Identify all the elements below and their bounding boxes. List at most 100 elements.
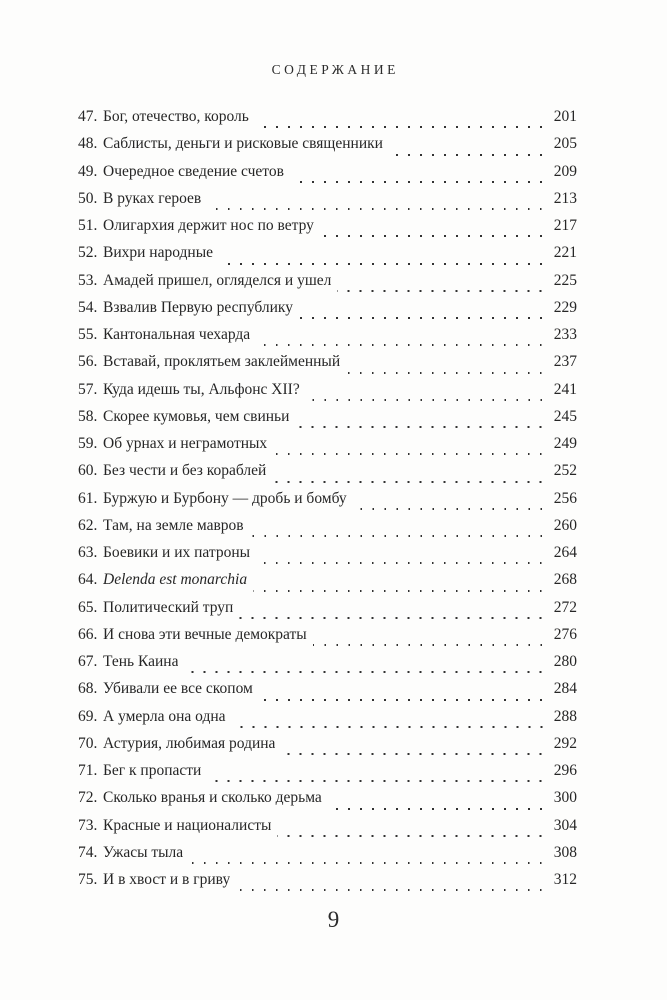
- toc-entry-page: 308: [553, 843, 577, 861]
- toc-entry-title: Взвалив Первую республику: [103, 298, 293, 316]
- toc-leader-dots: [352, 507, 543, 510]
- toc-leader-dots: [312, 644, 543, 646]
- toc-leader-dots: [236, 889, 543, 892]
- toc-entry-number: 55.: [78, 326, 98, 343]
- toc-entry-page: 300: [553, 789, 577, 807]
- toc-leader-dots: [346, 371, 543, 374]
- toc-row: 47. Бог, отечество, король 201: [78, 108, 577, 135]
- toc-row: 68. Убивали ее все скопом 284: [78, 680, 577, 707]
- toc-entry-title: И в хвост и в гриву: [103, 871, 231, 888]
- toc-row: 57. Куда идешь ты, Альфонс XII? 241: [78, 381, 577, 408]
- toc-entry-title: Амадей пришел, огляделся и ушел: [103, 271, 332, 289]
- toc-row: 61. Буржую и Бурбону — дробь и бомбу 256: [78, 490, 577, 517]
- toc-entry-page: 209: [553, 162, 577, 180]
- toc-entry-title: Вихри народные: [103, 244, 214, 262]
- toc-leader-dots: [277, 834, 543, 837]
- toc-entry-title: И снова эти вечные демократы: [103, 625, 307, 643]
- toc-leader-dots: [256, 344, 543, 347]
- toc-row: 66. И снова эти вечные демократы 276: [78, 626, 577, 653]
- toc-entry-number: 72.: [78, 789, 98, 807]
- toc-row: 54. Взвалив Первую республику 229: [78, 299, 577, 326]
- toc-header-title: СОДЕРЖАНИЕ: [271, 62, 399, 77]
- toc-row: 53. Амадей пришел, огляделся и ушел 225: [78, 272, 577, 299]
- toc-entry-title: Ужасы тыла: [103, 843, 184, 861]
- toc-entry-number: 57.: [78, 380, 98, 398]
- toc-entry-title: Куда идешь ты, Альфонс XII?: [103, 380, 300, 398]
- toc-entry-title: Олигархия держит нос по ветру: [103, 217, 314, 234]
- toc-leader-dots: [239, 616, 543, 619]
- toc-row: 48. Саблисты, деньги и рисковые священни…: [78, 135, 577, 162]
- toc-leader-dots: [388, 153, 543, 156]
- toc-row: 62. Там, на земле мавров 260: [78, 517, 577, 544]
- toc-entry-page: 241: [553, 380, 577, 398]
- toc-row: 69. А умерла она одна 288: [78, 708, 577, 735]
- toc-entry-number: 62.: [78, 516, 98, 534]
- toc-entry-title: Сколько вранья и сколько дерьма: [103, 789, 322, 807]
- toc-entry-number: 64.: [78, 571, 98, 589]
- toc-leader-dots: [305, 398, 543, 401]
- toc-leader-dots: [295, 426, 543, 428]
- toc-leader-dots: [258, 698, 543, 701]
- toc-entry-title: Без чести и без кораблей: [103, 462, 267, 480]
- toc-entry-page: 256: [553, 489, 577, 507]
- toc-entry-number: 58.: [78, 407, 98, 425]
- toc-entry-title: Буржую и Бурбону — дробь и бомбу: [103, 489, 347, 507]
- toc-entry-number: 70.: [78, 734, 98, 752]
- toc-leader-dots: [327, 807, 543, 810]
- toc-leader-dots: [337, 289, 543, 292]
- toc-leader-dots: [272, 480, 543, 483]
- toc-row: 51. Олигархия держит нос по ветру 217: [78, 217, 577, 244]
- toc-entry-title: Delenda est monarchia: [103, 571, 248, 589]
- toc-row: 74. Ужасы тыла 308: [78, 844, 577, 871]
- toc-row: 52. Вихри народные 221: [78, 244, 577, 271]
- toc-entry-page: 288: [553, 707, 577, 725]
- toc-entry-title: Саблисты, деньги и рисковые священники: [103, 135, 383, 153]
- toc-entry-page: 213: [553, 189, 577, 207]
- toc-row: 63. Боевики и их патроны 264: [78, 544, 577, 571]
- toc-entry-title: Очередное сведение счетов: [103, 162, 284, 180]
- toc-row: 67. Тень Каина 280: [78, 653, 577, 680]
- toc-leader-dots: [207, 780, 543, 783]
- toc-entry-title: Скорее кумовья, чем свиньи: [103, 407, 290, 425]
- toc-entry-number: 73.: [78, 816, 98, 834]
- toc-entry-page: 233: [553, 326, 577, 343]
- toc-entry-number: 65.: [78, 598, 98, 616]
- toc-row: 50. В руках героев 213: [78, 190, 577, 217]
- toc-entry-page: 276: [553, 625, 577, 643]
- toc-entry-number: 71.: [78, 762, 98, 779]
- toc-leader-dots: [273, 453, 543, 456]
- toc-entry-title: Вставай, проклятьем заклейменный: [103, 353, 341, 371]
- toc-entry-title: Политический труп: [103, 598, 234, 616]
- toc-row: 64. Delenda est monarchia 268: [78, 571, 577, 598]
- toc-leader-dots: [249, 535, 543, 537]
- toc-entry-number: 75.: [78, 871, 98, 888]
- toc-entry-page: 201: [553, 108, 577, 125]
- toc-row: 75. И в хвост и в гриву 312: [78, 871, 577, 898]
- toc-entry-page: 304: [553, 816, 577, 834]
- toc-row: 55. Кантональная чехарда 233: [78, 326, 577, 353]
- toc-entry-number: 47.: [78, 108, 98, 125]
- toc-entry-title: Бог, отечество, король: [103, 108, 249, 125]
- toc-entry-page: 205: [553, 135, 577, 153]
- toc-entry-page: 292: [553, 734, 577, 752]
- toc-entry-title: Боевики и их патроны: [103, 544, 251, 561]
- toc-row: 72. Сколько вранья и сколько дерьма 300: [78, 789, 577, 816]
- toc-entry-page: 264: [553, 544, 577, 561]
- toc-leader-dots: [231, 725, 543, 728]
- toc-entry-page: 252: [553, 462, 577, 480]
- toc-entry-page: 272: [553, 598, 577, 616]
- toc-entry-title: Тень Каина: [103, 653, 179, 670]
- toc-entry-page: 225: [553, 271, 577, 289]
- toc-entry-page: 268: [553, 571, 577, 589]
- toc-entry-page: 296: [553, 762, 577, 779]
- toc-entry-title: Астурия, любимая родина: [103, 734, 276, 752]
- toc-entry-page: 217: [553, 217, 577, 234]
- toc-leader-dots: [253, 589, 543, 592]
- toc-row: 70. Астурия, любимая родина 292: [78, 735, 577, 762]
- toc-row: 56. Вставай, проклятьем заклейменный 237: [78, 353, 577, 380]
- toc-entry-number: 56.: [78, 353, 98, 371]
- toc-list: 47. Бог, отечество, король 201 48. Сабли…: [78, 108, 577, 898]
- toc-entry-number: 66.: [78, 625, 98, 643]
- toc-entry-page: 312: [553, 871, 577, 888]
- toc-entry-number: 52.: [78, 244, 98, 262]
